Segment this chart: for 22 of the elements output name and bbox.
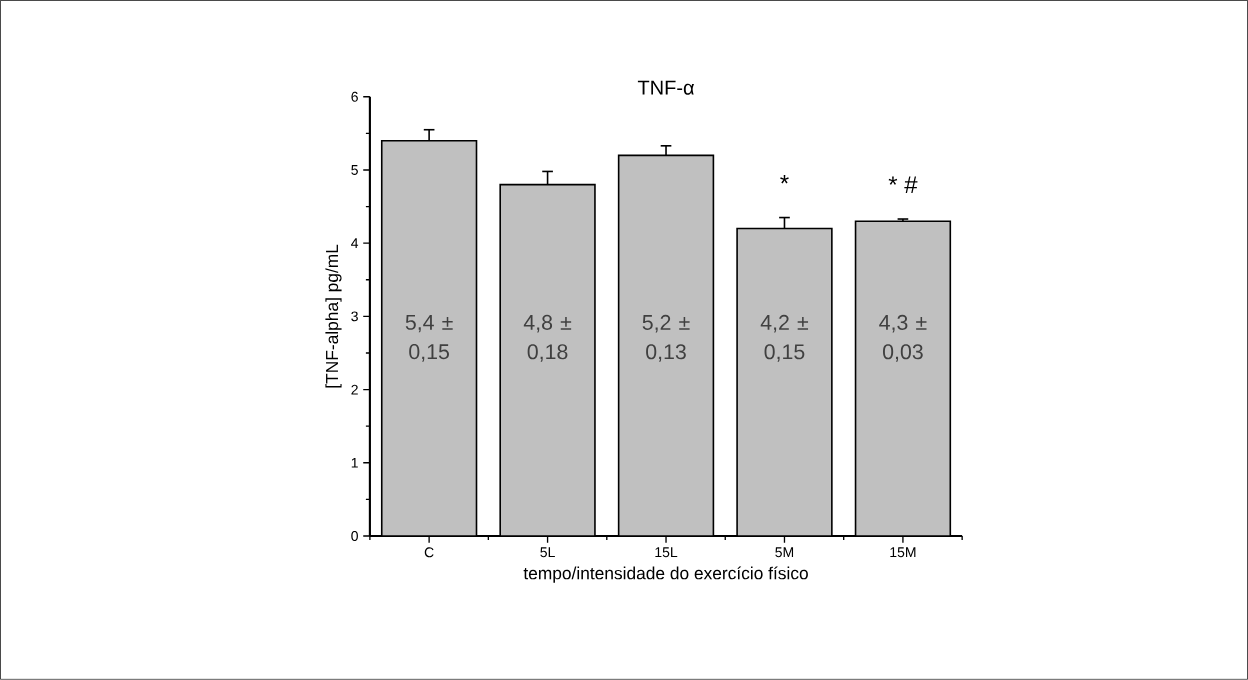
x-tick-label: 5M (775, 547, 794, 558)
data-label: 5,4 ± 0,15 (405, 315, 453, 362)
annotation: * (780, 175, 789, 184)
chart-title: TNF-α (637, 80, 694, 95)
y-axis-title: [TNF-alpha] pg/mL (325, 244, 342, 388)
annotation: * # (888, 176, 918, 194)
data-label: 4,2 ± 0,15 (760, 314, 809, 362)
data-label: 4,3 ± 0,03 (879, 314, 927, 362)
y-tick-label: 5 (351, 165, 358, 175)
x-axis-title: tempo/intensidade do exercício físico (523, 566, 808, 583)
x-tick-label: 15M (890, 547, 916, 558)
x-tick-label: 15L (655, 547, 678, 558)
data-label: 5,2 ± 0,13 (642, 314, 690, 362)
y-tick-label: 0 (351, 531, 358, 542)
x-tick-label: 5L (540, 547, 555, 558)
y-tick-label: 6 (351, 91, 358, 102)
x-tick-label: C (424, 547, 434, 558)
y-tick-label: 4 (351, 238, 359, 249)
data-label: 4,8 ± 0,18 (523, 314, 572, 362)
y-tick-label: 3 (351, 311, 358, 322)
y-tick-label: 1 (351, 458, 358, 468)
y-tick-label: 2 (351, 384, 358, 395)
